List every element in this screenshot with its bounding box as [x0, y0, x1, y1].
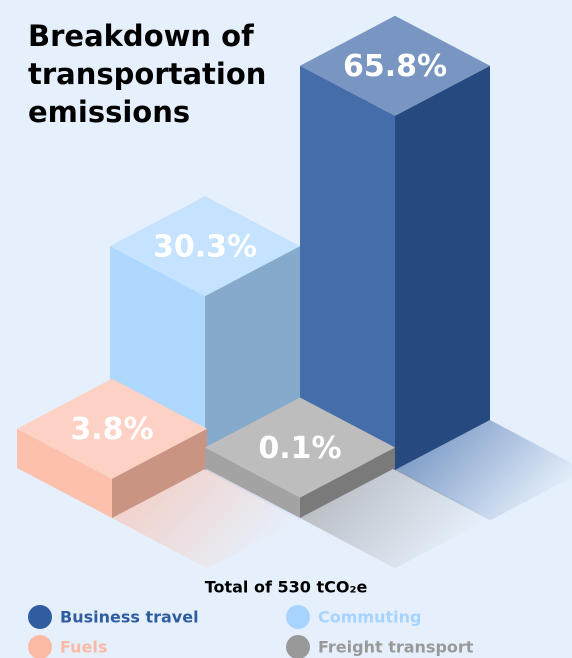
legend-label: Commuting	[318, 608, 421, 627]
chart-title-line: transportation	[28, 57, 266, 91]
total-label: Total of 530 tCO₂e	[205, 578, 368, 597]
value-label: 0.1%	[258, 431, 341, 466]
bar-top-face	[17, 378, 207, 479]
bar-right-face	[300, 447, 395, 518]
legend: Business travel Commuting Freight transpor…	[28, 605, 474, 658]
bar-left-face	[17, 428, 112, 518]
bar-top-face	[300, 15, 490, 116]
legend-swatch	[28, 605, 52, 629]
value-label: 3.8%	[70, 412, 153, 447]
bar-right-face	[112, 428, 207, 518]
bars: 30.3% 65.8% 3.8% 0.1%	[17, 15, 490, 518]
value-label: 65.8%	[343, 49, 447, 84]
chart-title-line: emissions	[28, 95, 190, 129]
bar-left-face	[300, 65, 395, 471]
bar-shadow	[395, 420, 572, 521]
bar-shadow	[300, 468, 490, 569]
legend-swatch	[286, 605, 310, 629]
bar: 65.8%	[300, 15, 490, 471]
bar: 0.1%	[205, 397, 395, 518]
legend-swatch	[286, 635, 310, 658]
bar-top-face	[110, 196, 300, 297]
bar-left-face	[205, 447, 300, 518]
legend-label: Freight transport	[318, 638, 474, 657]
bar-shadow	[112, 468, 302, 569]
legend-label: Business travel	[60, 608, 199, 627]
bar-right-face	[395, 65, 490, 471]
value-label: 30.3%	[153, 230, 257, 265]
bar-top-face	[205, 397, 395, 498]
bar: 3.8%	[17, 378, 207, 518]
chart-title-line: Breakdown of	[28, 19, 254, 53]
legend-label: Fuels	[60, 638, 107, 657]
legend-swatch	[28, 635, 52, 658]
